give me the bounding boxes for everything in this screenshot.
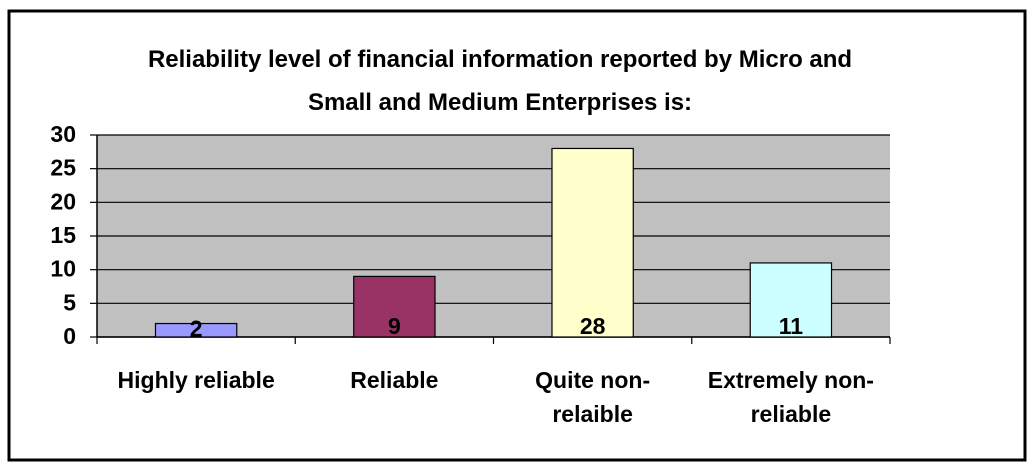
- y-tick-label: 30: [50, 121, 76, 147]
- chart-title: Reliability level of financial informati…: [147, 46, 853, 116]
- x-tick-label: Quite non-relaible: [535, 367, 651, 427]
- x-tick-label: Extremely non-reliable: [707, 367, 874, 427]
- bar: [551, 147, 634, 338]
- y-tick-label: 25: [50, 155, 76, 181]
- y-tick-label: 20: [50, 188, 76, 214]
- data-label: 2: [190, 315, 203, 341]
- data-label: 11: [779, 313, 804, 339]
- x-tick-label: Highly reliable: [117, 367, 275, 393]
- x-tick-label: Reliable: [350, 367, 439, 393]
- y-tick-label: 15: [50, 222, 76, 248]
- bar: [154, 322, 238, 338]
- y-tick-label: 10: [50, 256, 76, 282]
- y-tick-label: 5: [63, 289, 76, 315]
- y-tick-label: 0: [63, 323, 76, 349]
- data-label: 28: [580, 313, 606, 339]
- bar: [353, 275, 436, 338]
- bar: [749, 262, 833, 338]
- data-label: 9: [388, 313, 401, 339]
